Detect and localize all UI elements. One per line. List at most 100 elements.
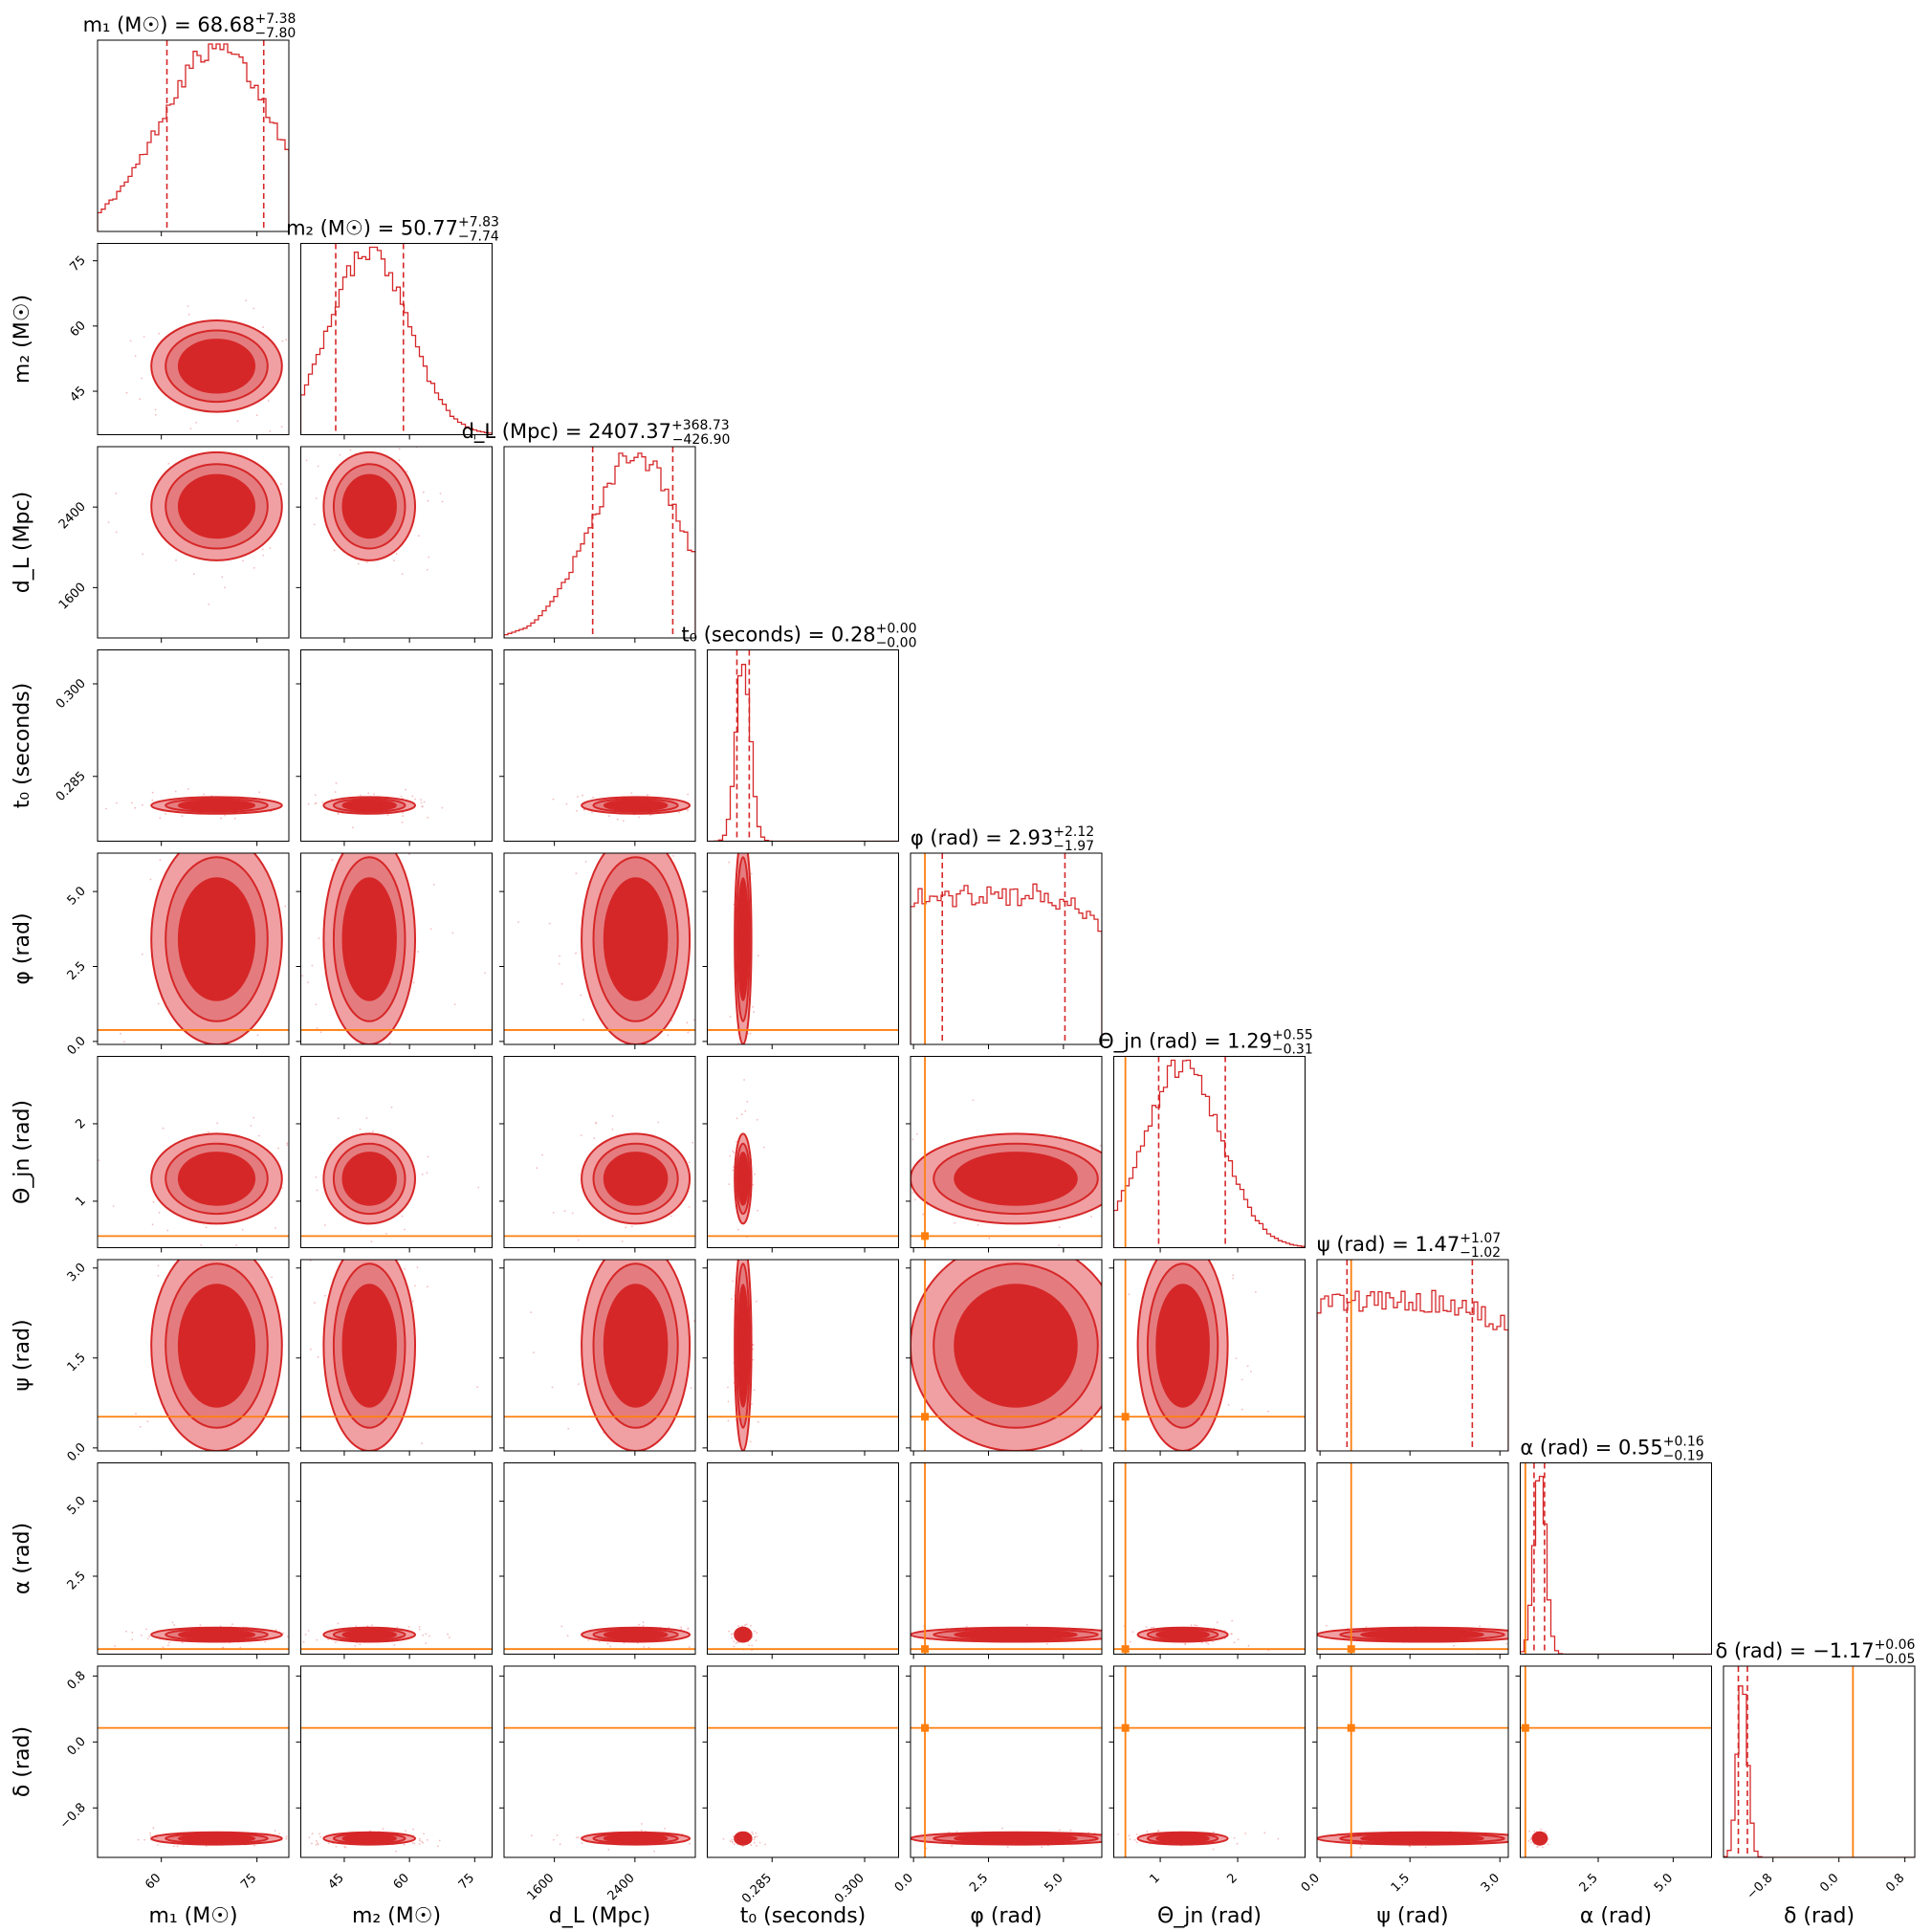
panel-frame	[300, 852, 493, 1045]
sample-point	[1212, 1831, 1215, 1833]
sample-point	[359, 794, 362, 797]
contour-level-2	[736, 1284, 750, 1408]
sample-point	[422, 1841, 425, 1844]
sample-point	[297, 436, 299, 438]
sample-point	[587, 1471, 589, 1473]
panel-frame	[300, 1259, 493, 1452]
sample-point	[298, 812, 300, 814]
panel-frame	[910, 1462, 1103, 1655]
y-tick-label: 75	[68, 253, 89, 274]
histogram-theta	[1113, 1059, 1306, 1248]
sample-point	[146, 1637, 149, 1640]
sample-point	[423, 801, 426, 803]
sample-point	[1205, 1641, 1208, 1644]
sample-point	[674, 1526, 676, 1527]
contour-level-2	[177, 339, 256, 394]
truth-marker	[1347, 1723, 1355, 1732]
sample-point	[349, 449, 352, 451]
sample-point	[401, 573, 404, 576]
sample-point	[417, 951, 420, 953]
sample-point	[740, 810, 742, 812]
sample-point	[1281, 1837, 1283, 1839]
sample-point	[390, 1106, 393, 1109]
sample-point	[743, 1079, 745, 1081]
sample-point	[98, 1159, 100, 1161]
x-tick-label: 0.0	[892, 1871, 916, 1895]
sample-point	[863, 1840, 865, 1842]
sample-point	[592, 796, 594, 799]
x-tick-label: 2	[1224, 1871, 1240, 1886]
sample-point	[397, 1460, 399, 1461]
sample-point	[729, 1840, 732, 1842]
sample-point	[302, 469, 304, 471]
sample-point	[762, 1146, 765, 1149]
histogram-t0	[707, 664, 899, 842]
sample-point	[754, 1630, 756, 1633]
sample-point	[1360, 1844, 1363, 1847]
sample-point	[158, 1211, 161, 1214]
sample-point	[737, 1625, 739, 1628]
sample-point	[1530, 1836, 1532, 1839]
sample-point	[246, 1498, 248, 1500]
x-tick-label: 0.300	[832, 1871, 867, 1906]
panel-frame	[707, 852, 899, 1045]
sample-point	[315, 1176, 318, 1178]
sample-point	[391, 740, 393, 742]
sample-point	[1109, 1343, 1111, 1345]
sample-point	[1200, 1641, 1203, 1644]
sample-point	[1129, 1838, 1131, 1840]
x-tick-label: −0.8	[1745, 1871, 1776, 1902]
sample-point	[319, 819, 321, 821]
sample-point	[115, 531, 118, 534]
y-tick-label: −0.8	[57, 1800, 89, 1832]
sample-point	[548, 922, 551, 925]
panel-alpha-m2	[296, 1462, 493, 1659]
sample-point	[420, 801, 423, 804]
sample-point	[1133, 1839, 1136, 1841]
sample-point	[309, 1260, 312, 1262]
sample-point	[318, 1833, 320, 1835]
sample-point	[1529, 1841, 1532, 1844]
sample-point	[1212, 1640, 1214, 1643]
sample-point	[951, 1845, 953, 1847]
sample-point	[742, 1252, 744, 1254]
sample-point	[703, 1369, 705, 1371]
sample-point	[393, 560, 395, 561]
sample-point	[152, 1827, 155, 1829]
sample-point	[944, 1525, 946, 1526]
sample-point	[441, 500, 444, 503]
sample-point	[297, 411, 299, 413]
panel-frame	[1113, 1259, 1306, 1452]
sample-point	[632, 846, 634, 848]
x-tick-label: 5.0	[1042, 1871, 1065, 1895]
sample-point	[316, 1638, 318, 1641]
sample-point	[752, 1358, 755, 1361]
sample-point	[316, 1249, 318, 1251]
panel-frame	[97, 39, 290, 232]
panel-delta-dL: 1600 2400	[499, 1665, 696, 1903]
sample-point	[149, 878, 152, 881]
y-tick-label: 2.5	[65, 1569, 89, 1592]
panel-dL-dL: d_L (Mpc) = 2407.37+368.73 −426.90	[462, 418, 730, 643]
sample-point	[137, 1838, 140, 1841]
sample-point	[530, 1834, 533, 1837]
sample-point	[269, 547, 272, 549]
truth-marker	[1121, 1413, 1130, 1421]
sample-point	[536, 1167, 538, 1170]
sample-point	[742, 819, 744, 821]
sample-point	[744, 1624, 746, 1627]
sample-point	[1099, 1144, 1102, 1147]
sample-point	[139, 398, 142, 401]
sample-point	[622, 820, 625, 823]
sample-point	[248, 1222, 250, 1224]
sample-point	[649, 814, 651, 817]
sample-point	[641, 1823, 643, 1825]
sample-point	[578, 1383, 580, 1385]
sample-point	[422, 491, 425, 494]
sample-point	[307, 802, 310, 805]
sample-point	[659, 1468, 661, 1470]
sample-point	[141, 377, 143, 380]
sample-point	[403, 1843, 406, 1846]
sample-point	[335, 1845, 338, 1848]
